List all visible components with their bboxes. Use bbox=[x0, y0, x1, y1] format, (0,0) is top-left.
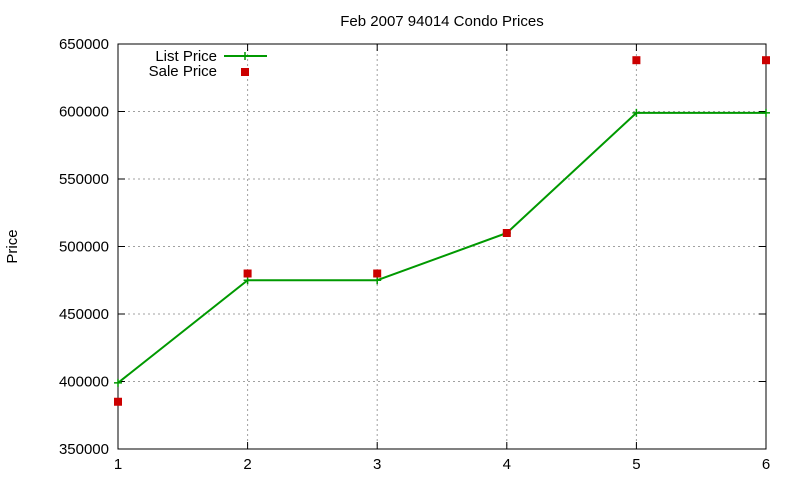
x-tick-label: 4 bbox=[503, 456, 511, 473]
series bbox=[114, 56, 770, 406]
legend-label-sale-price: Sale Price bbox=[149, 63, 217, 80]
list-price-point bbox=[632, 108, 641, 117]
sale-price-point bbox=[632, 56, 641, 65]
legend-marker-list-price bbox=[241, 52, 249, 60]
list-price-point bbox=[114, 378, 122, 387]
y-axis-label: Price bbox=[4, 229, 21, 263]
legend-label-list-price: List Price bbox=[155, 48, 217, 65]
y-tick-label: 350000 bbox=[59, 441, 109, 458]
grid bbox=[118, 44, 766, 449]
sale-price-point bbox=[762, 56, 770, 65]
sale-price-point bbox=[114, 397, 122, 406]
tick-labels: 350000 400000 450000 500000 550000 600000 6500… bbox=[59, 36, 770, 473]
list-price-point bbox=[373, 276, 382, 285]
sale-price-point bbox=[373, 269, 382, 278]
x-tick-label: 6 bbox=[762, 456, 770, 473]
list-price-point bbox=[762, 108, 770, 117]
list-price-point bbox=[243, 276, 252, 285]
y-tick-label: 450000 bbox=[59, 306, 109, 323]
y-tick-label: 550000 bbox=[59, 171, 109, 188]
sale-price-point bbox=[243, 269, 252, 278]
y-tick-label: 650000 bbox=[59, 36, 109, 53]
chart-title: Feb 2007 94014 Condo Prices bbox=[340, 13, 543, 30]
x-tick-label: 1 bbox=[114, 456, 122, 473]
y-tick-label: 500000 bbox=[59, 239, 109, 256]
legend: List Price Sale Price bbox=[149, 48, 267, 80]
x-tick-label: 5 bbox=[632, 456, 640, 473]
list-price-line bbox=[117, 111, 766, 384]
legend-marker-sale-price bbox=[241, 68, 249, 76]
y-tick-label: 600000 bbox=[59, 104, 109, 121]
y-tick-label: 400000 bbox=[59, 374, 109, 391]
sale-price-point bbox=[502, 229, 511, 237]
x-tick-label: 2 bbox=[243, 456, 251, 473]
x-tick-label: 3 bbox=[373, 456, 381, 473]
